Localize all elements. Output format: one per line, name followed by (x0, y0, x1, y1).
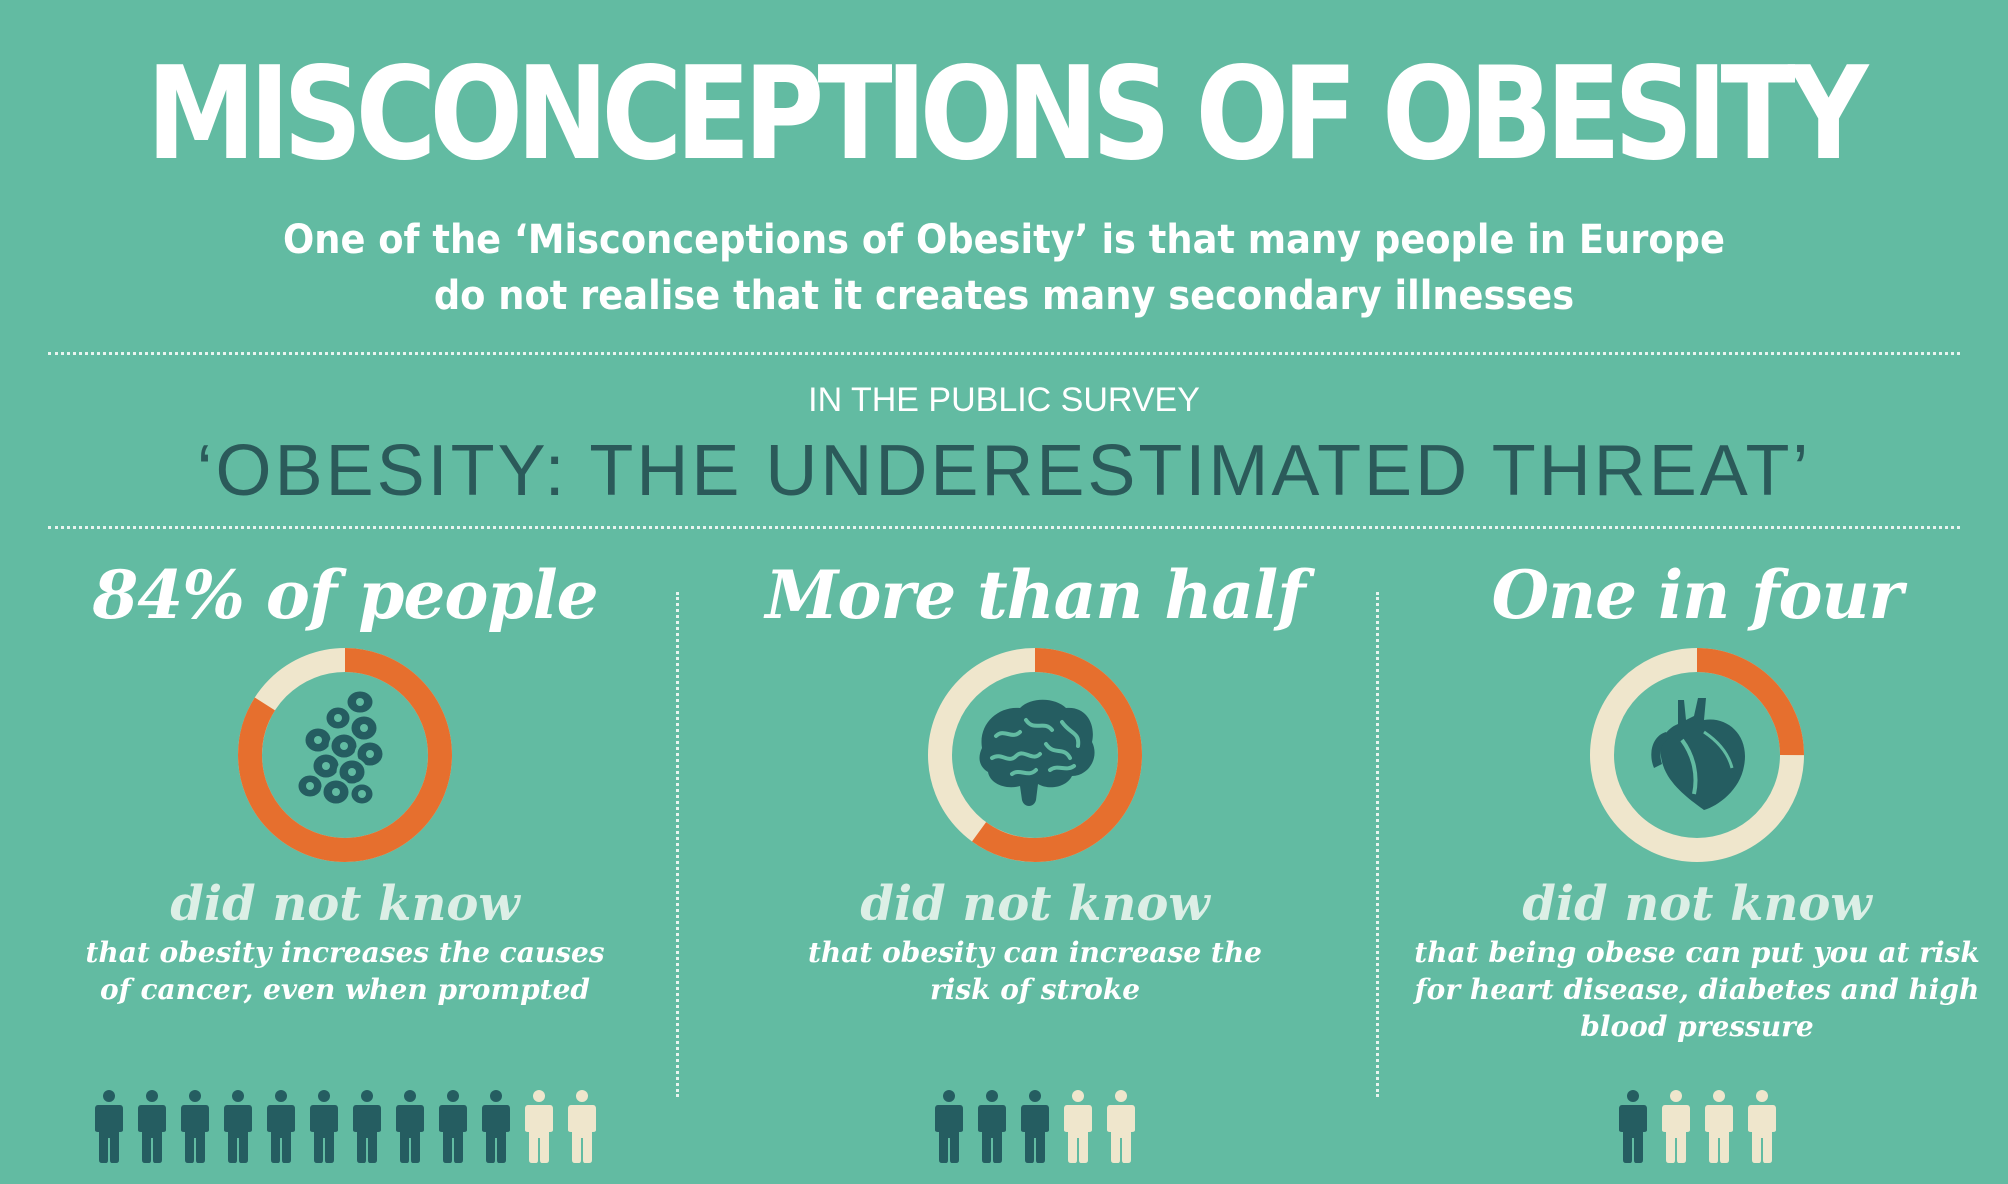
stat-heart: One in four did not know that being obes… (1352, 550, 2008, 1045)
person-icon-highlighted (1618, 1090, 1647, 1163)
heart-icon (1651, 698, 1745, 810)
stat-headline: 84% of people (92, 556, 598, 634)
people-row-heart (1352, 1090, 2008, 1164)
person-icon-highlighted (137, 1090, 166, 1163)
people-row-stroke (690, 1090, 1380, 1164)
person-icon-highlighted (180, 1090, 209, 1163)
divider-top (48, 352, 1960, 355)
person-icon-highlighted (223, 1090, 252, 1163)
person-icon-highlighted (395, 1090, 424, 1163)
stat-stroke: More than half did not know that obesity… (690, 550, 1380, 1008)
did-not-know-label: did not know (170, 876, 520, 932)
stat-description: that obesity increases the causes of can… (85, 936, 605, 1006)
person-icon-highlighted (1021, 1090, 1049, 1163)
person-icon (524, 1090, 553, 1163)
stat-cancer: 84% of people did not know that obesity … (0, 550, 690, 1008)
person-icon-highlighted (309, 1090, 338, 1163)
stat-description: that being obese can put you at risk for… (1414, 936, 1980, 1043)
page-title: MISCONCEPTIONS OF OBESITY (146, 40, 1868, 189)
person-icon (1064, 1090, 1092, 1163)
donut-arc (928, 648, 1142, 862)
stat-headline: More than half (765, 556, 1305, 634)
donut-chart-stroke (928, 648, 1142, 862)
person-icon-highlighted (352, 1090, 381, 1163)
person-icon-highlighted (94, 1090, 123, 1163)
donut-arc (1590, 648, 1804, 862)
person-icon-highlighted (438, 1090, 467, 1163)
person-icon (1747, 1090, 1776, 1163)
brain-icon (979, 699, 1095, 806)
stat-headline: One in four (1491, 556, 1904, 634)
donut-chart-heart (1590, 648, 1804, 862)
person-icon (567, 1090, 596, 1163)
stat-description: that obesity can increase the risk of st… (807, 936, 1262, 1006)
survey-name: ‘OBESITY: THE UNDERESTIMATED THREAT’ (196, 431, 1812, 511)
divider-middle (48, 526, 1960, 529)
person-icon (1661, 1090, 1690, 1163)
person-icon-highlighted (266, 1090, 295, 1163)
donut-chart-cancer (238, 648, 452, 862)
did-not-know-label: did not know (1522, 876, 1872, 932)
person-icon-highlighted (978, 1090, 1006, 1163)
did-not-know-label: did not know (860, 876, 1210, 932)
column-divider-left (676, 592, 679, 1097)
person-icon-highlighted (935, 1090, 963, 1163)
person-icon (1107, 1090, 1135, 1163)
person-icon-highlighted (481, 1090, 510, 1163)
cancer-cells-icon (295, 688, 386, 807)
people-row-cancer (0, 1090, 690, 1164)
survey-intro: IN THE PUBLIC SURVEY (808, 381, 1200, 419)
column-divider-right (1376, 592, 1379, 1097)
page-subtitle: One of the ‘Misconceptions of Obesity’ i… (283, 217, 1725, 319)
donut-arc (238, 648, 452, 862)
person-icon (1704, 1090, 1733, 1163)
